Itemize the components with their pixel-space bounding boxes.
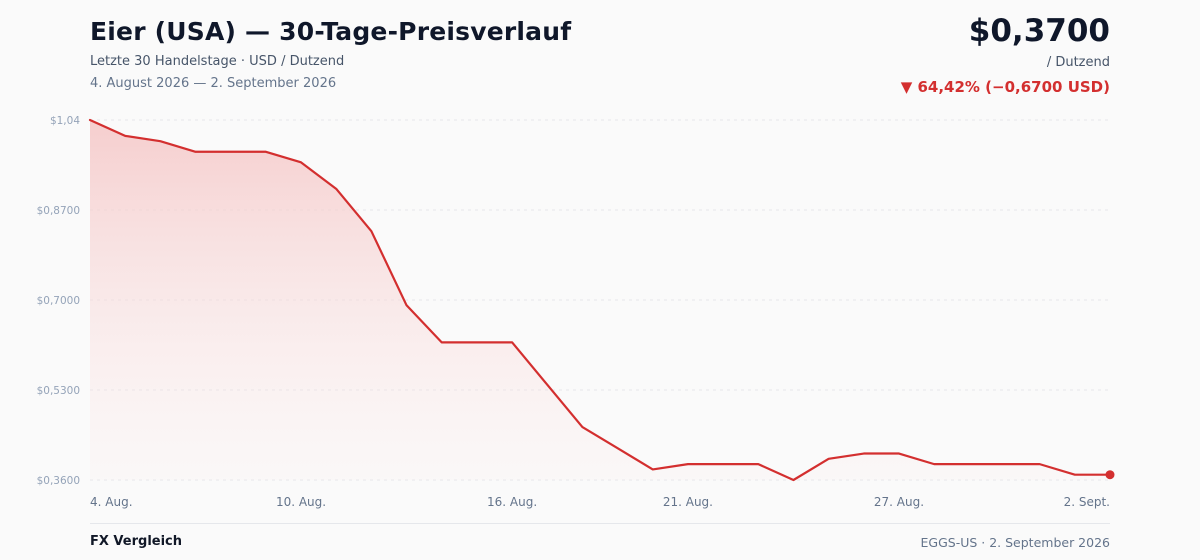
x-tick-label: 10. Aug. <box>276 495 326 509</box>
y-tick-label: $0,5300 <box>37 385 80 397</box>
x-tick-label: 2. Sept. <box>1064 495 1110 509</box>
price-line <box>88 118 1112 482</box>
x-axis: 4. Aug. 10. Aug. 16. Aug. 21. Aug. 27. Aug. 2… <box>90 495 1110 509</box>
x-tick-label: 21. Aug. <box>663 495 713 509</box>
chart-subtitle: Letzte 30 Handelstage · USD / Dutzend <box>90 54 345 69</box>
footer-divider <box>90 523 1110 524</box>
y-tick-label: $1,04 <box>50 115 80 127</box>
current-price: $0,3700 <box>968 13 1110 49</box>
chart-title: Eier (USA) — 30-Tage-Preisverlauf <box>90 17 572 46</box>
price-area <box>90 120 1110 480</box>
ticker-label: EGGS-US · 2. September 2026 <box>920 535 1111 550</box>
y-tick-label: $0,8700 <box>37 205 80 217</box>
x-tick-label: 4. Aug. <box>90 495 133 509</box>
y-tick-label: $0,3600 <box>37 475 80 487</box>
last-price-point[interactable] <box>1105 470 1115 480</box>
brand-label: FX Vergleich <box>90 534 183 549</box>
date-range: 4. August 2026 — 2. September 2026 <box>90 76 337 91</box>
price-chart: $1,04 $0,8700 $0,7000 $0,5300 $0,3600 4. Aug… <box>37 115 1115 509</box>
x-tick-label: 27. Aug. <box>874 495 924 509</box>
price-unit: / Dutzend <box>1046 55 1110 70</box>
y-tick-label: $0,7000 <box>37 295 80 307</box>
price-change: ▼ 64,42% (−0,6700 USD) <box>900 78 1110 96</box>
y-axis: $1,04 $0,8700 $0,7000 $0,5300 $0,3600 <box>37 115 81 487</box>
x-tick-label: 16. Aug. <box>487 495 537 509</box>
